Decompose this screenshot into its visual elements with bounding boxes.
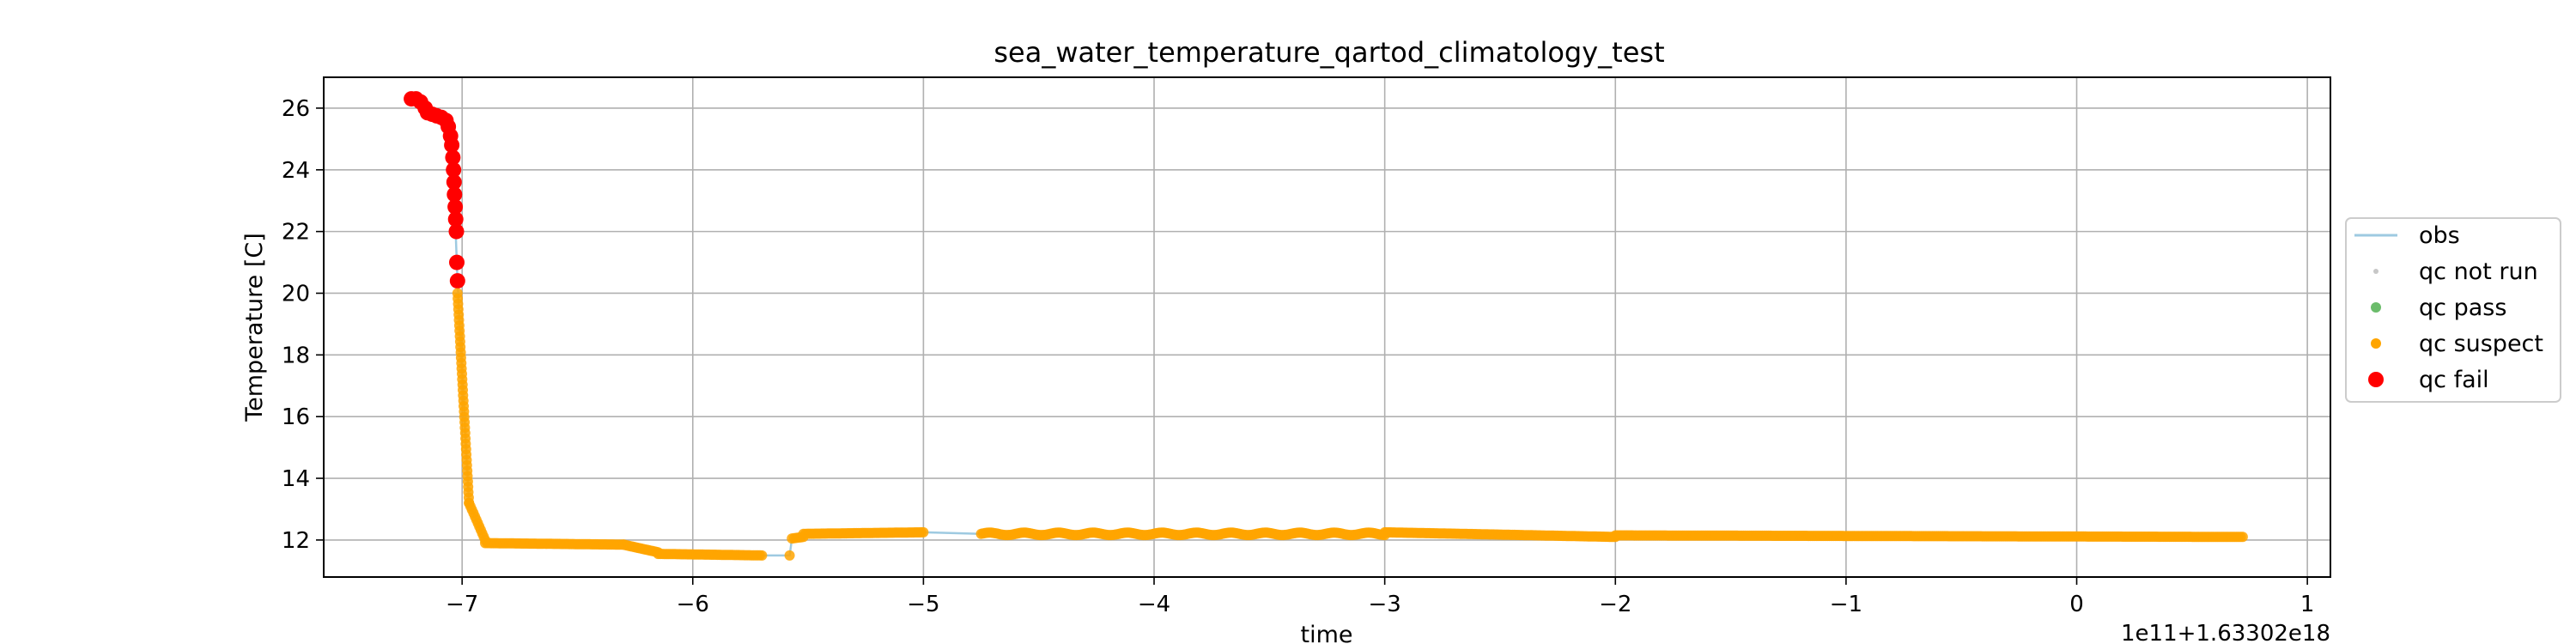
point-suspect — [2237, 532, 2248, 543]
legend: obs qc not run qc pass qc suspect qc fail — [2345, 217, 2561, 403]
legend-frame — [2345, 217, 2561, 403]
legend-suspect-swatch — [2371, 338, 2381, 349]
point-suspect — [784, 550, 795, 561]
y-tick-label: 20 — [282, 281, 310, 307]
y-tick-label: 24 — [282, 158, 310, 184]
legend-not_run-swatch — [2373, 269, 2379, 274]
legend-label-pass: qc pass — [2419, 295, 2506, 321]
point-fail — [449, 254, 465, 270]
point-fail — [445, 149, 461, 166]
x-tick-label: −2 — [1599, 592, 1631, 617]
x-tick-label: −1 — [1830, 592, 1862, 617]
points-layer — [404, 91, 2248, 561]
point-suspect — [756, 550, 768, 561]
chart-title: sea_water_temperature_qartod_climatology… — [993, 36, 1664, 69]
point-fail — [448, 223, 465, 240]
legend-fail-swatch — [2368, 372, 2384, 387]
point-fail — [446, 174, 462, 191]
x-tick-label: −4 — [1138, 592, 1170, 617]
x-tick-label: −7 — [446, 592, 478, 617]
point-fail — [444, 137, 460, 153]
plot-frame — [323, 76, 2331, 578]
legend-label-not_run: qc not run — [2419, 258, 2538, 285]
legend-label-obs: obs — [2419, 222, 2460, 249]
y-tick-label: 16 — [282, 404, 310, 430]
point-fail — [447, 186, 463, 203]
x-tick-label: −5 — [907, 592, 939, 617]
y-tick-label: 12 — [282, 528, 310, 554]
legend-pass-swatch — [2371, 302, 2381, 313]
point-fail — [449, 273, 465, 289]
y-tick-label: 18 — [282, 343, 310, 368]
legend-label-fail: qc fail — [2419, 367, 2489, 393]
x-tick-label: 1 — [2300, 592, 2315, 617]
x-offset-text: 1e11+1.63302e18 — [2121, 621, 2330, 644]
point-suspect — [918, 526, 929, 538]
point-fail — [447, 198, 464, 215]
y-tick-label: 26 — [282, 96, 310, 122]
x-tick-label: 0 — [2069, 592, 2084, 617]
x-tick-label: −3 — [1368, 592, 1400, 617]
y-tick-label: 22 — [282, 220, 310, 246]
y-axis-label: Temperature [C] — [241, 233, 268, 422]
point-fail — [447, 211, 464, 228]
y-tick-label: 14 — [282, 466, 310, 492]
x-tick-label: −6 — [677, 592, 709, 617]
legend-label-suspect: qc suspect — [2419, 331, 2543, 357]
ticks: −7 −6 −5 −4 −3 −2 −1 0 1 12 14 16 18 20 22 24 26 — [282, 96, 2315, 617]
point-fail — [446, 161, 462, 178]
x-axis-label: time — [1300, 622, 1352, 644]
